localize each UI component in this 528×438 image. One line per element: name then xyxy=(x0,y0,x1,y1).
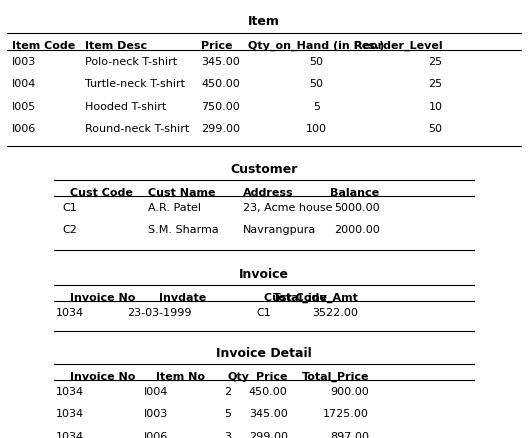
Text: Cust Code: Cust Code xyxy=(70,188,133,198)
Text: 1034: 1034 xyxy=(55,432,84,438)
Text: Invoice No: Invoice No xyxy=(70,372,135,381)
Text: Qty_on_Hand (in Pcs.): Qty_on_Hand (in Pcs.) xyxy=(248,41,385,51)
Text: 50: 50 xyxy=(309,79,324,89)
Text: 25: 25 xyxy=(428,79,442,89)
Text: Item Desc: Item Desc xyxy=(86,41,147,51)
Text: Address: Address xyxy=(243,188,294,198)
Text: Cust Code: Cust Code xyxy=(264,293,327,303)
Text: Cust Name: Cust Name xyxy=(148,188,216,198)
Text: Navrangpura: Navrangpura xyxy=(243,226,316,236)
Text: C1: C1 xyxy=(62,203,77,213)
Text: 2000.00: 2000.00 xyxy=(334,226,380,236)
Text: I006: I006 xyxy=(144,432,168,438)
Text: 3: 3 xyxy=(224,432,231,438)
Text: Invoice No: Invoice No xyxy=(70,293,135,303)
Text: 5: 5 xyxy=(224,409,231,419)
Text: I006: I006 xyxy=(12,124,36,134)
Text: 900.00: 900.00 xyxy=(331,387,369,397)
Text: I004: I004 xyxy=(12,79,36,89)
Text: 1034: 1034 xyxy=(55,409,84,419)
Text: 3522.00: 3522.00 xyxy=(313,307,359,318)
Text: Hooded T-shirt: Hooded T-shirt xyxy=(86,102,167,112)
Text: I005: I005 xyxy=(12,102,36,112)
Text: 23, Acme house: 23, Acme house xyxy=(243,203,333,213)
Text: Reorder_Level: Reorder_Level xyxy=(354,41,442,51)
Text: I003: I003 xyxy=(12,57,36,67)
Text: 1034: 1034 xyxy=(55,307,84,318)
Text: S.M. Sharma: S.M. Sharma xyxy=(148,226,219,236)
Text: Round-neck T-shirt: Round-neck T-shirt xyxy=(86,124,190,134)
Text: A.R. Patel: A.R. Patel xyxy=(148,203,202,213)
Text: 345.00: 345.00 xyxy=(201,57,240,67)
Text: Invoice Detail: Invoice Detail xyxy=(216,347,312,360)
Text: Total_inv_Amt: Total_inv_Amt xyxy=(272,293,359,303)
Text: Total_Price: Total_Price xyxy=(301,372,369,382)
Text: Price: Price xyxy=(201,41,232,51)
Text: 25: 25 xyxy=(428,57,442,67)
Text: I004: I004 xyxy=(144,387,168,397)
Text: Invoice: Invoice xyxy=(239,268,289,281)
Text: 450.00: 450.00 xyxy=(201,79,240,89)
Text: Customer: Customer xyxy=(230,163,298,177)
Text: 10: 10 xyxy=(429,102,442,112)
Text: 450.00: 450.00 xyxy=(249,387,288,397)
Text: Item: Item xyxy=(248,15,280,28)
Text: 23-03-1999: 23-03-1999 xyxy=(127,307,191,318)
Text: 5: 5 xyxy=(313,102,320,112)
Text: Item No: Item No xyxy=(156,372,205,381)
Text: 1034: 1034 xyxy=(55,387,84,397)
Text: 1725.00: 1725.00 xyxy=(323,409,369,419)
Text: Item Code: Item Code xyxy=(12,41,75,51)
Text: 2: 2 xyxy=(224,387,231,397)
Text: 345.00: 345.00 xyxy=(249,409,288,419)
Text: Balance: Balance xyxy=(331,188,380,198)
Text: I003: I003 xyxy=(144,409,168,419)
Text: Polo-neck T-shirt: Polo-neck T-shirt xyxy=(86,57,177,67)
Text: Qty: Qty xyxy=(227,372,249,381)
Text: Invdate: Invdate xyxy=(159,293,206,303)
Text: 50: 50 xyxy=(429,124,442,134)
Text: Price: Price xyxy=(256,372,288,381)
Text: Turtle-neck T-shirt: Turtle-neck T-shirt xyxy=(86,79,185,89)
Text: C1: C1 xyxy=(257,307,271,318)
Text: 897.00: 897.00 xyxy=(330,432,369,438)
Text: 100: 100 xyxy=(306,124,327,134)
Text: 299.00: 299.00 xyxy=(249,432,288,438)
Text: 750.00: 750.00 xyxy=(201,102,240,112)
Text: C2: C2 xyxy=(62,226,77,236)
Text: 299.00: 299.00 xyxy=(201,124,240,134)
Text: 5000.00: 5000.00 xyxy=(334,203,380,213)
Text: 50: 50 xyxy=(309,57,324,67)
